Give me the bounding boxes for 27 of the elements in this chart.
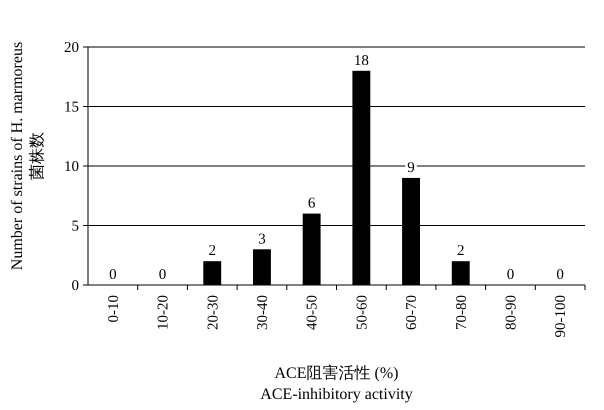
x-tick-label: 40-50 (304, 295, 321, 330)
data-label: 3 (258, 231, 266, 248)
data-label: 6 (308, 196, 316, 212)
x-tick-label: 90-100 (553, 295, 570, 338)
data-label: 0 (109, 267, 117, 283)
data-label: 0 (506, 267, 514, 283)
y-tick-label: 20 (64, 40, 79, 56)
x-axis-title: ACE阻害活性 (%) ACE-inhibitory activity (260, 364, 413, 403)
x-tick-label: 20-30 (205, 295, 222, 330)
y-tick-label: 5 (72, 218, 79, 234)
x-tick-label: 0-10 (106, 295, 122, 322)
x-tick-label: 80-90 (503, 295, 520, 330)
y-axis-title: Number of strains of H. marmoreus 菌株数 (9, 42, 46, 270)
data-label: 2 (208, 243, 216, 260)
y-tick-label: 10 (64, 159, 79, 175)
data-label: 18 (354, 52, 369, 69)
x-tick-label: 10-20 (156, 295, 172, 330)
y-tick-label: 15 (64, 100, 79, 116)
y-tick-label: 0 (72, 278, 79, 294)
x-tick-label: 60-70 (404, 295, 420, 330)
x-tick-label: 70-80 (454, 295, 470, 330)
data-label: 2 (457, 243, 464, 260)
data-label: 9 (407, 160, 415, 176)
data-label: 0 (556, 267, 564, 283)
x-tick-label: 50-60 (354, 295, 370, 330)
x-tick-label: 30-40 (254, 295, 271, 330)
data-label: 0 (158, 267, 166, 283)
